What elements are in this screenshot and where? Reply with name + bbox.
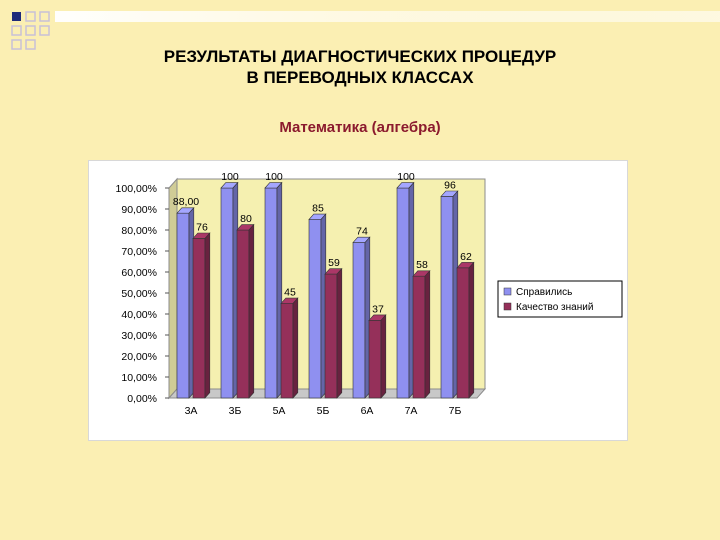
x-category-label: 3Б (229, 405, 242, 417)
data-label-series2: 45 (284, 287, 296, 299)
bar-series2-side (424, 270, 431, 399)
data-label-series1: 100 (265, 171, 283, 183)
y-tick-label: 70,00% (121, 246, 157, 258)
x-category-label: 5Б (317, 405, 330, 417)
y-tick-label: 90,00% (121, 204, 157, 216)
bar-series2-side (248, 223, 255, 399)
chart-container: 0,00% 10,00% 20,00% 30,00% 40,00% 50,00% 60,00… (88, 160, 628, 441)
legend-swatch (503, 302, 512, 311)
bar-series1 (396, 187, 410, 399)
y-tick-label: 60,00% (121, 267, 157, 279)
bar-chart: 0,00% 10,00% 20,00% 30,00% 40,00% 50,00% 60,00… (116, 171, 623, 417)
data-label-series1: 74 (356, 226, 368, 238)
title-line-2: В ПЕРЕВОДНЫХ КЛАССАХ (246, 68, 474, 87)
slide-title: РЕЗУЛЬТАТЫ ДИАГНОСТИЧЕСКИХ ПРОЦЕДУР В ПЕ… (0, 46, 720, 88)
bar-series1 (440, 196, 454, 399)
bar-series2-side (204, 232, 211, 399)
bar-series1 (220, 187, 234, 399)
bar-series1 (352, 242, 366, 399)
y-tick-label: 100,00% (116, 183, 157, 195)
y-tick-label: 10,00% (121, 372, 157, 384)
data-label-series2: 80 (240, 213, 252, 225)
title-line-1: РЕЗУЛЬТАТЫ ДИАГНОСТИЧЕСКИХ ПРОЦЕДУР (163, 47, 557, 66)
bar-series2 (280, 303, 294, 399)
bar-series2 (192, 238, 206, 399)
data-label-series2: 62 (460, 251, 472, 263)
data-label-series2: 37 (372, 303, 384, 315)
bar-series2-side (380, 314, 387, 399)
y-tick-label: 20,00% (121, 351, 157, 363)
corner-decoration (11, 11, 720, 50)
bar-series2-side (292, 297, 299, 399)
data-label-series2: 58 (416, 259, 428, 271)
data-label-series2: 59 (328, 257, 340, 269)
bar-series2-side (468, 261, 475, 399)
x-category-label: 3А (185, 405, 198, 417)
bar-series1 (264, 187, 278, 399)
data-label-series1: 85 (312, 203, 324, 215)
bar-series2 (456, 267, 470, 399)
bar-series1 (176, 212, 190, 399)
legend-label: Справились (516, 287, 572, 298)
bar-series2 (324, 273, 338, 399)
x-category-label: 6А (361, 405, 374, 417)
bar-series2 (236, 229, 250, 399)
y-tick-label: 0,00% (127, 393, 157, 405)
plot-side-wall (168, 177, 178, 400)
y-tick-label: 80,00% (121, 225, 157, 237)
bar-series2 (412, 275, 426, 399)
x-category-label: 7А (405, 405, 418, 417)
data-label-series1: 100 (221, 171, 239, 183)
legend-swatch (503, 287, 512, 296)
data-label-series1: 96 (444, 179, 456, 191)
bar-series1 (308, 219, 322, 399)
chart-subtitle: Математика (алгебра) (279, 119, 441, 136)
bar-series2 (368, 320, 382, 399)
x-category-label: 7Б (449, 405, 462, 417)
data-label-series2: 76 (196, 221, 208, 233)
y-tick-label: 30,00% (121, 330, 157, 342)
y-tick-label: 40,00% (121, 309, 157, 321)
legend-label: Качество знаний (516, 302, 593, 313)
x-category-label: 5А (273, 405, 286, 417)
data-label-series1: 88,00 (173, 196, 199, 208)
y-tick-label: 50,00% (121, 288, 157, 300)
data-label-series1: 100 (397, 171, 415, 183)
legend-box (497, 280, 623, 318)
bar-series2-side (336, 267, 343, 399)
